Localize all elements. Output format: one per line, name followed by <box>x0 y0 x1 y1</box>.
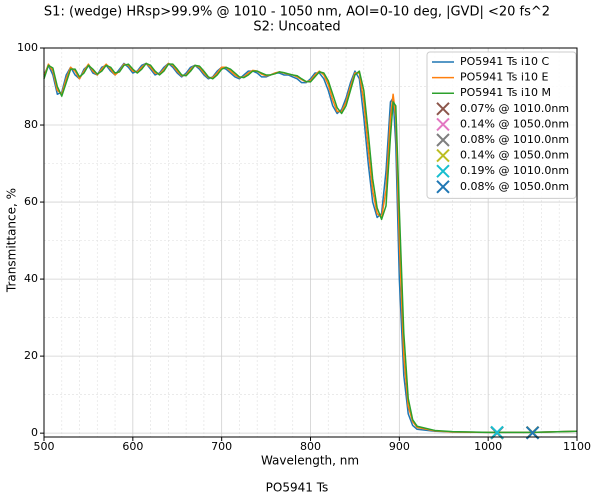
y-tick-label: 0 <box>31 426 38 439</box>
chart-title: S1: (wedge) HRsp>99.9% @ 1010 - 1050 nm,… <box>44 5 550 20</box>
legend-swatch <box>436 164 450 178</box>
x-tick-label: 500 <box>34 440 55 453</box>
x-tick-label: 800 <box>300 440 321 453</box>
x-tick-label: 700 <box>211 440 232 453</box>
legend-label: 0.14% @ 1050.0nm <box>460 149 569 162</box>
legend-label: PO5941 Ts i10 C <box>460 55 549 68</box>
legend-swatch <box>436 180 450 194</box>
x-tick-label: 600 <box>122 440 143 453</box>
legend-label: 0.08% @ 1010.0nm <box>460 133 569 146</box>
legend-label: 0.19% @ 1010.0nm <box>460 164 569 177</box>
legend-swatch <box>436 133 450 147</box>
x-tick-label: 1000 <box>474 440 502 453</box>
legend-swatch <box>436 148 450 163</box>
y-axis-label: Transmittance, % <box>5 188 19 293</box>
legend-box <box>426 51 577 199</box>
y-tick-label: 20 <box>24 349 38 362</box>
chart-subtitle: S2: Uncoated <box>253 20 340 35</box>
legend-label: PO5941 Ts i10 M <box>460 86 551 99</box>
legend-swatch <box>436 102 450 116</box>
legend-label: 0.08% @ 1050.0nm <box>460 180 569 193</box>
y-tick-label: 60 <box>24 195 38 208</box>
y-tick-label: 100 <box>17 41 38 54</box>
x-tick-label: 1100 <box>563 440 591 453</box>
legend-label: 0.07% @ 1010.0nm <box>460 102 569 115</box>
plot-frame <box>43 47 578 438</box>
legend-swatch <box>436 117 450 132</box>
series-line <box>43 62 578 434</box>
x-marker <box>490 425 504 440</box>
caption: PO5941 Ts <box>266 481 329 495</box>
x-tick-label: 900 <box>389 440 410 453</box>
y-tick-label: 40 <box>24 272 38 285</box>
legend-label: 0.14% @ 1050.0nm <box>460 117 569 130</box>
series-line <box>43 62 578 434</box>
legend-label: PO5941 Ts i10 E <box>460 71 548 84</box>
x-axis-label: Wavelength, nm <box>261 454 359 468</box>
y-tick-label: 80 <box>24 118 38 131</box>
